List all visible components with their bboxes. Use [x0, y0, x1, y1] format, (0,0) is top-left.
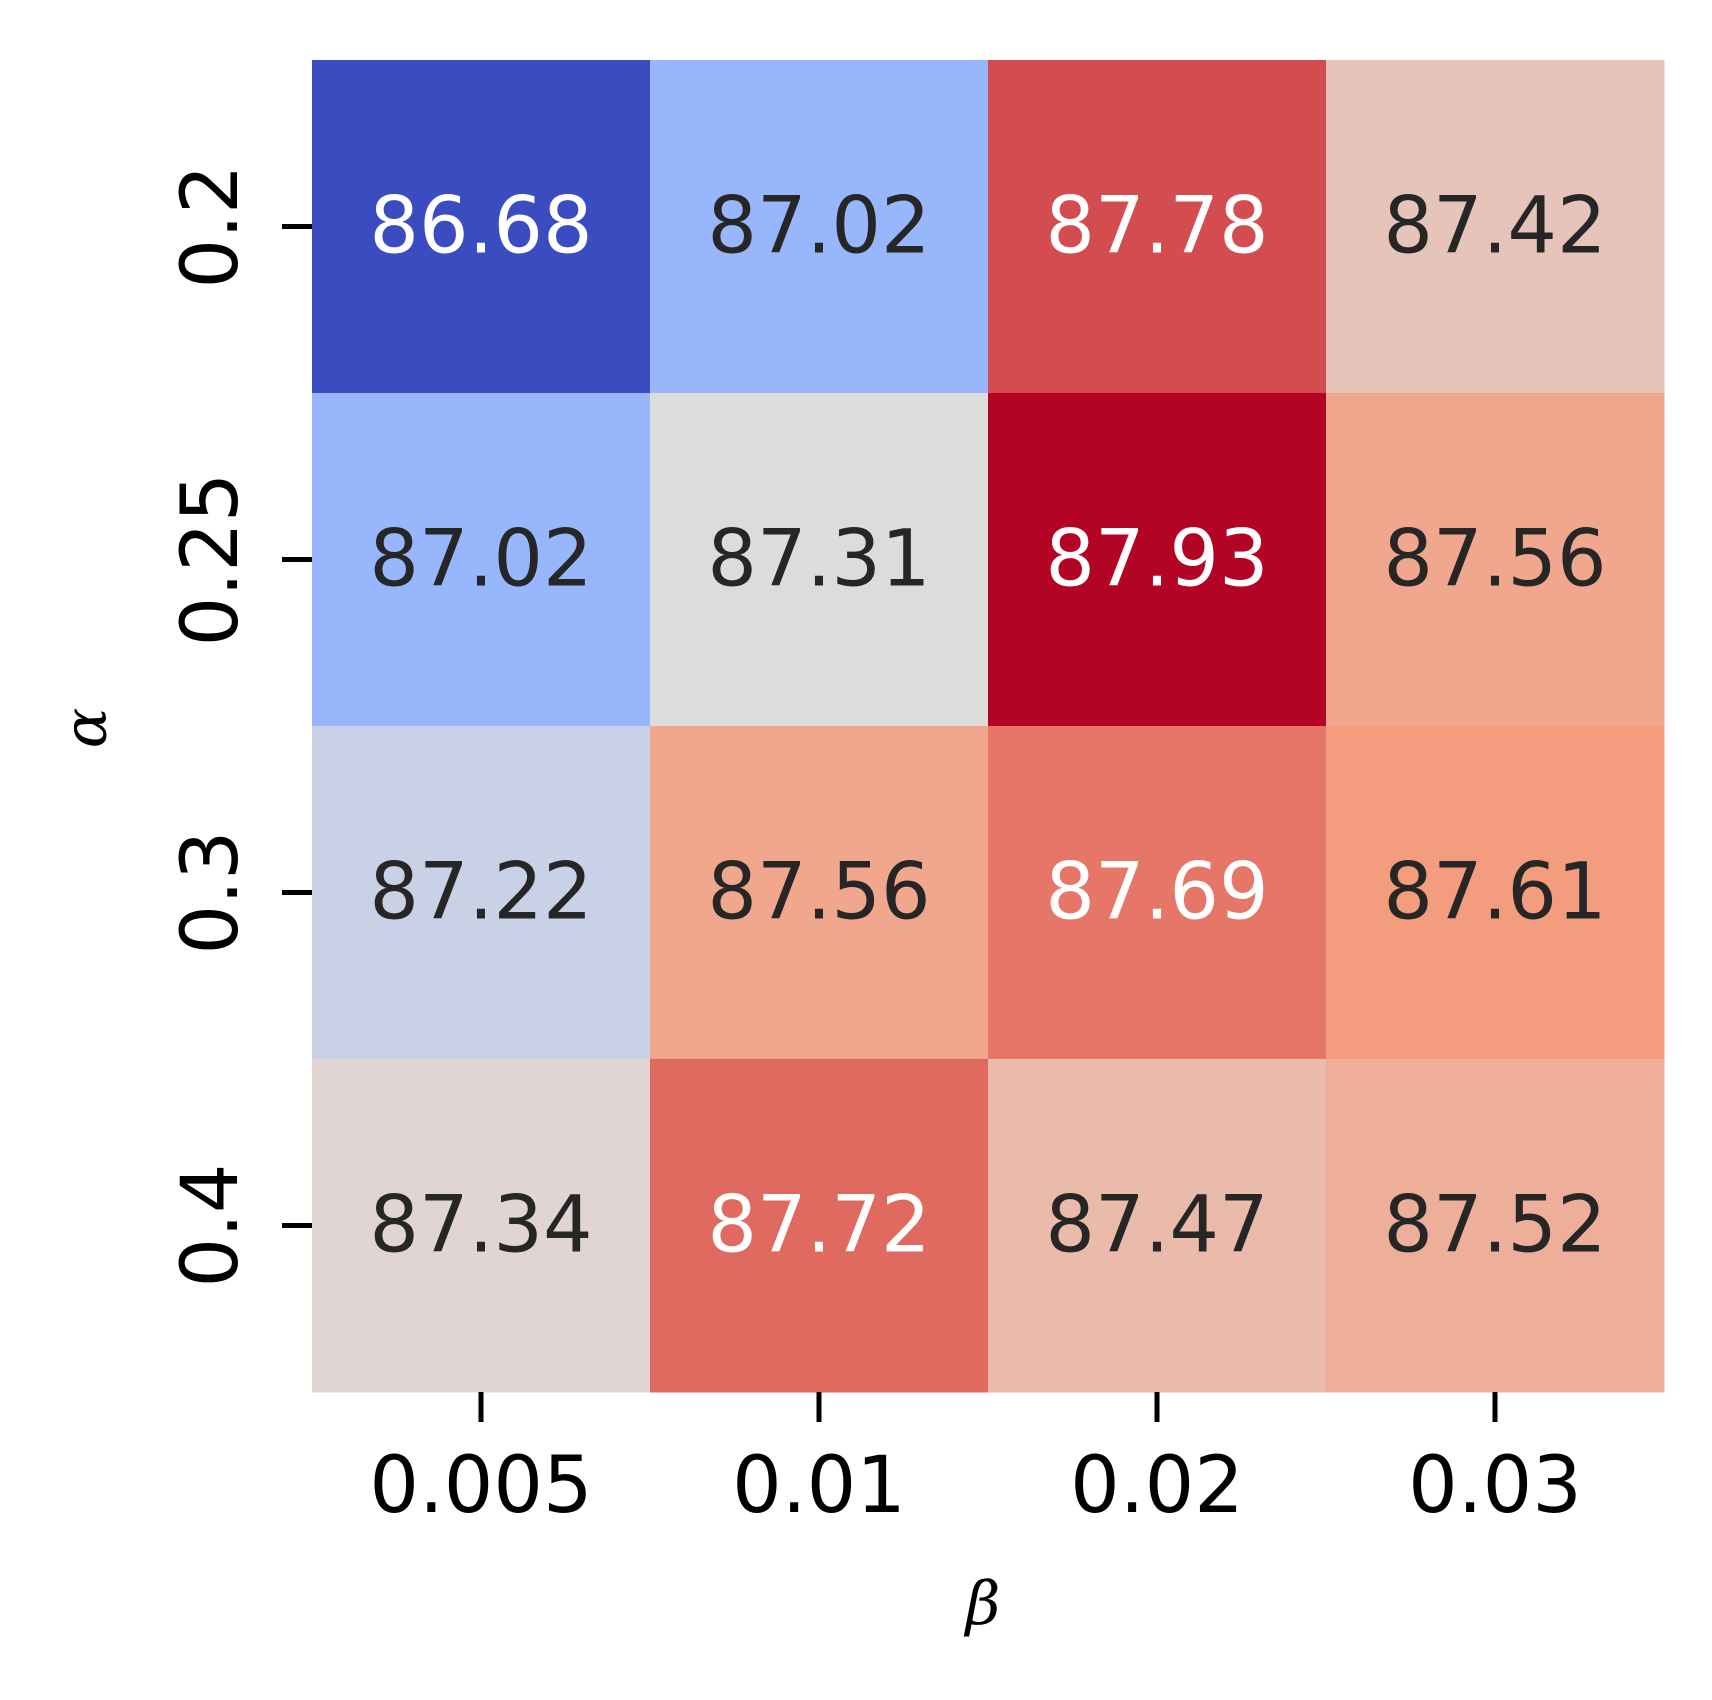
- heatmap-cell: [988, 60, 1327, 394]
- heatmap-cell: [1326, 1059, 1665, 1393]
- cell-value-label: 87.02: [369, 515, 592, 605]
- cell-value-labels: 86.68 87.02 87.78 87.42 87.02 87.31 87.93 87.56…: [369, 182, 1606, 1271]
- heatmap-cell: [1326, 393, 1665, 727]
- heatmap-cell: [312, 393, 651, 727]
- x-tick-label: 0.005: [369, 1441, 592, 1531]
- cell-value-label: 87.47: [1045, 1181, 1268, 1271]
- cell-value-label: 87.61: [1383, 848, 1606, 938]
- x-axis-ticks: 0.005 0.01 0.02 0.03: [369, 1392, 1582, 1531]
- heatmap-cell: [650, 1059, 989, 1393]
- heatmap-cell: [988, 1059, 1327, 1393]
- y-tick-label: 0.2: [166, 164, 256, 288]
- cell-value-label: 87.42: [1383, 182, 1606, 272]
- cell-value-label: 87.72: [707, 1181, 930, 1271]
- heatmap-cell: [988, 393, 1327, 727]
- y-tick-label: 0.3: [166, 830, 256, 954]
- x-tick-label: 0.01: [732, 1441, 906, 1531]
- cell-value-label: 87.56: [1383, 515, 1606, 605]
- x-tick-label: 0.03: [1408, 1441, 1582, 1531]
- cell-value-label: 87.34: [369, 1181, 592, 1271]
- cell-value-label: 87.02: [707, 182, 930, 272]
- cell-value-label: 87.22: [369, 848, 592, 938]
- cell-value-label: 87.56: [707, 848, 930, 938]
- heatmap-cell: [1326, 726, 1665, 1060]
- y-axis-ticks: 0.2 0.25 0.3 0.4: [166, 164, 312, 1288]
- y-tick-label: 0.25: [166, 473, 256, 647]
- heatmap-cells: [312, 60, 1665, 1393]
- cell-value-label: 87.69: [1045, 848, 1268, 938]
- cell-value-label: 87.52: [1383, 1181, 1606, 1271]
- heatmap-cell: [312, 60, 651, 394]
- x-tick-label: 0.02: [1070, 1441, 1244, 1531]
- cell-value-label: 87.93: [1045, 515, 1268, 605]
- x-axis-label: β: [964, 1569, 1001, 1639]
- heatmap-cell: [1326, 60, 1665, 394]
- cell-value-label: 87.31: [707, 515, 930, 605]
- heatmap-cell: [312, 1059, 651, 1393]
- heatmap-cell: [650, 60, 989, 394]
- y-axis-label: α: [51, 708, 121, 749]
- heatmap-cell: [312, 726, 651, 1060]
- heatmap-cell: [650, 393, 989, 727]
- heatmap-cell: [988, 726, 1327, 1060]
- cell-value-label: 87.78: [1045, 182, 1268, 272]
- y-tick-label: 0.4: [166, 1163, 256, 1287]
- heatmap-cell: [650, 726, 989, 1060]
- cell-value-label: 86.68: [369, 182, 592, 272]
